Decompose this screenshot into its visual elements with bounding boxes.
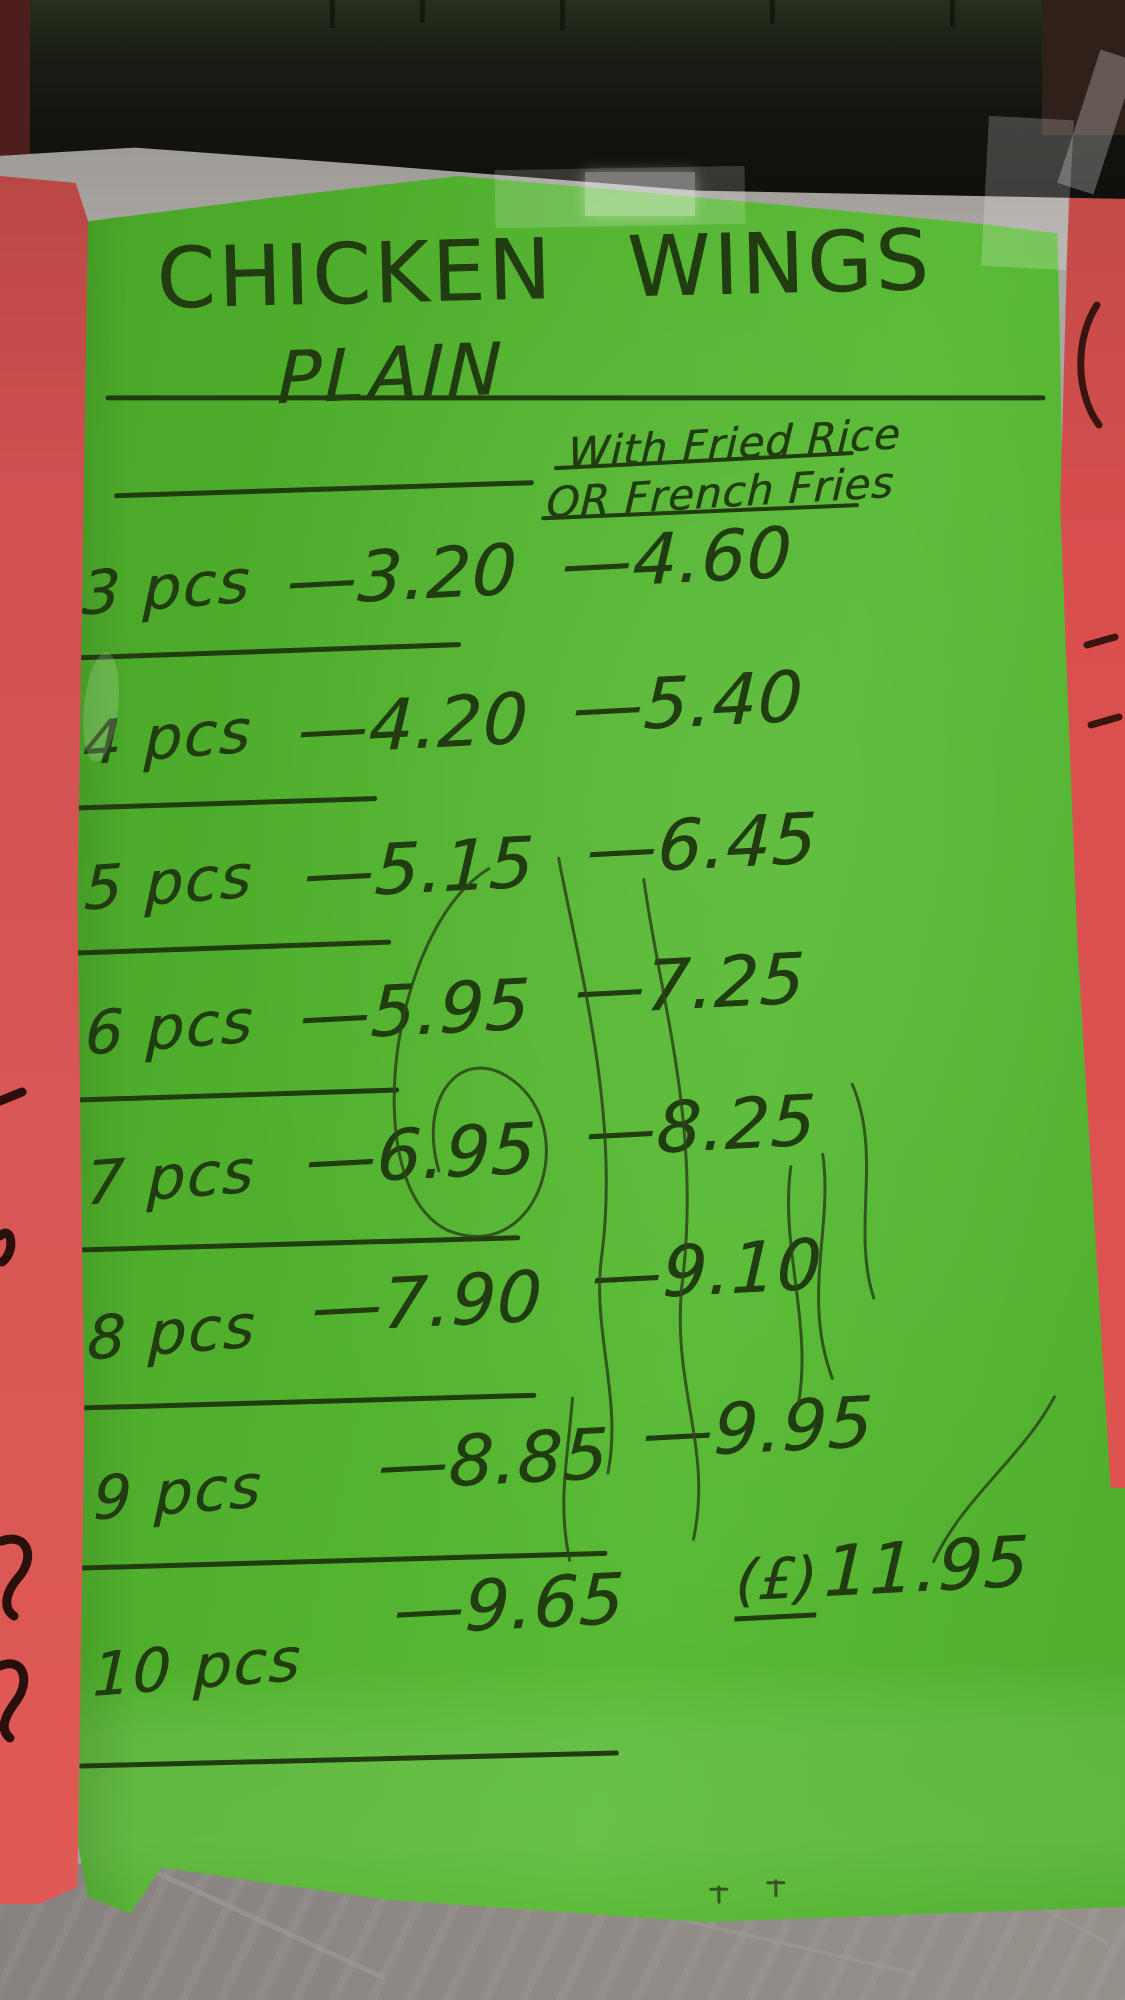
shadowed-red-poster-corner: [0, 0, 30, 175]
tape-piece: [981, 115, 1074, 271]
shadowed-corner: [1042, 0, 1125, 135]
left-red-poster: [0, 176, 88, 1904]
floor-scratch: [681, 1918, 917, 1976]
pen-scribbles: [54, 164, 1125, 1931]
partial-handwriting-marks: [1077, 301, 1123, 729]
tape-glare: [585, 172, 695, 216]
green-menu-poster: CHICKEN WINGS PLAIN With Fried Rice OR F…: [54, 164, 1125, 1931]
partial-handwriting-marks: [0, 1087, 33, 1743]
